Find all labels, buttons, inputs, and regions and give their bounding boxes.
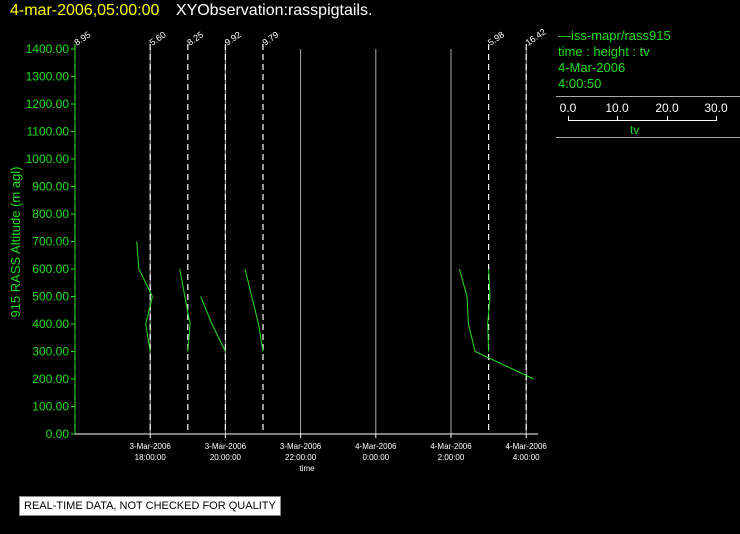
- x-tick-time-label: 2:00:00: [438, 453, 465, 462]
- y-tick-label: 200.00: [32, 372, 69, 386]
- chart-title: 4-mar-2006,05:00:00 XYObservation:rasspi…: [10, 2, 372, 24]
- legend: —iss-mapr/rass915 time : height : tv 4-M…: [556, 28, 740, 142]
- profile-line: [136, 241, 153, 352]
- legend-series: —iss-mapr/rass915: [558, 28, 671, 43]
- baseline-value-label: 5.98: [486, 29, 506, 47]
- y-tick-label: 1200.00: [26, 97, 70, 111]
- profile-line: [179, 268, 191, 352]
- profile-line: [487, 268, 491, 352]
- x-tick-date-label: 3-Mar-2006: [130, 442, 172, 451]
- y-tick-label: 900.00: [32, 180, 69, 194]
- y-tick-label: 0.00: [46, 427, 70, 441]
- x-tick-time-label: 4:00:00: [513, 453, 540, 462]
- y-tick-label: 100.00: [32, 400, 69, 414]
- scale-tickmark: [716, 116, 717, 121]
- scale-tick: 10.0: [605, 101, 629, 115]
- x-tick-date-label: 4-Mar-2006: [430, 442, 472, 451]
- scale-tickmark: [667, 116, 668, 121]
- scale-tickmark: [568, 116, 569, 121]
- title-date: 4-mar-2006,05:00:00: [10, 2, 160, 19]
- profile-line: [458, 268, 534, 380]
- x-axis-label: time: [299, 464, 315, 473]
- baseline-value-label: 8.25: [185, 29, 205, 47]
- x-tick-date-label: 4-Mar-2006: [506, 442, 548, 451]
- y-tick-label: 300.00: [32, 345, 69, 359]
- y-tick-label: 800.00: [32, 207, 69, 221]
- legend-variables: time : height : tv: [558, 44, 650, 59]
- baseline-value-label: 8.95: [72, 29, 92, 47]
- profile-line: [200, 296, 226, 352]
- scale-axis-line: [568, 120, 716, 121]
- x-tick-date-label: 4-Mar-2006: [355, 442, 397, 451]
- profile-line: [244, 268, 264, 352]
- x-tick-time-label: 22:00:00: [285, 453, 317, 462]
- y-tick-label: 1400.00: [26, 42, 70, 56]
- scale-tick: 20.0: [655, 101, 679, 115]
- baseline-value-label: 16.42: [524, 27, 548, 48]
- x-tick-time-label: 18:00:00: [135, 453, 167, 462]
- y-tick-label: 700.00: [32, 235, 69, 249]
- scale-tick: 0.0: [559, 101, 577, 115]
- title-observation: XYObservation:rasspigtails.: [175, 2, 373, 19]
- legend-divider: [556, 96, 740, 97]
- chart-series: [136, 241, 534, 380]
- legend-date: 4-Mar-2006: [558, 60, 626, 75]
- y-tick-label: 600.00: [32, 262, 69, 276]
- quality-notice: REAL-TIME DATA, NOT CHECKED FOR QUALITY: [19, 496, 281, 516]
- legend-divider: [556, 137, 740, 138]
- y-tick-label: 1300.00: [26, 70, 70, 84]
- y-tick-label: 1100.00: [27, 125, 70, 139]
- y-tick-label: 400.00: [32, 317, 69, 331]
- baseline-value-label: 9.79: [260, 29, 280, 47]
- baseline-value-label: 5.60: [148, 29, 168, 47]
- chart-axes: 0.00 100.00 200.00 300.00 400.00 500.00 600.00…: [26, 42, 548, 462]
- y-tick-label: 1000.00: [26, 152, 70, 166]
- x-tick-time-label: 0:00:00: [362, 453, 389, 462]
- y-axis-label: 915 RASS Altitude (m agl): [8, 166, 23, 317]
- scale-label: tv: [630, 123, 640, 137]
- scale-tick: 30.0: [704, 101, 728, 115]
- scale-tickmark: [617, 116, 618, 121]
- y-tick-label: 500.00: [32, 290, 69, 304]
- legend-time: 4:00:50: [558, 76, 602, 91]
- baseline-value-label: 9.92: [223, 29, 243, 47]
- chart-vertical-lines: 8.95 5.60 8.25 9.92 9.79 5.98 16.42: [72, 27, 548, 434]
- legend-scale: 0.0 10.0 20.0 30.0 tv: [556, 101, 740, 137]
- x-tick-date-label: 3-Mar-2006: [280, 442, 322, 451]
- x-tick-date-label: 3-Mar-2006: [205, 442, 247, 451]
- x-tick-time-label: 20:00:00: [210, 453, 242, 462]
